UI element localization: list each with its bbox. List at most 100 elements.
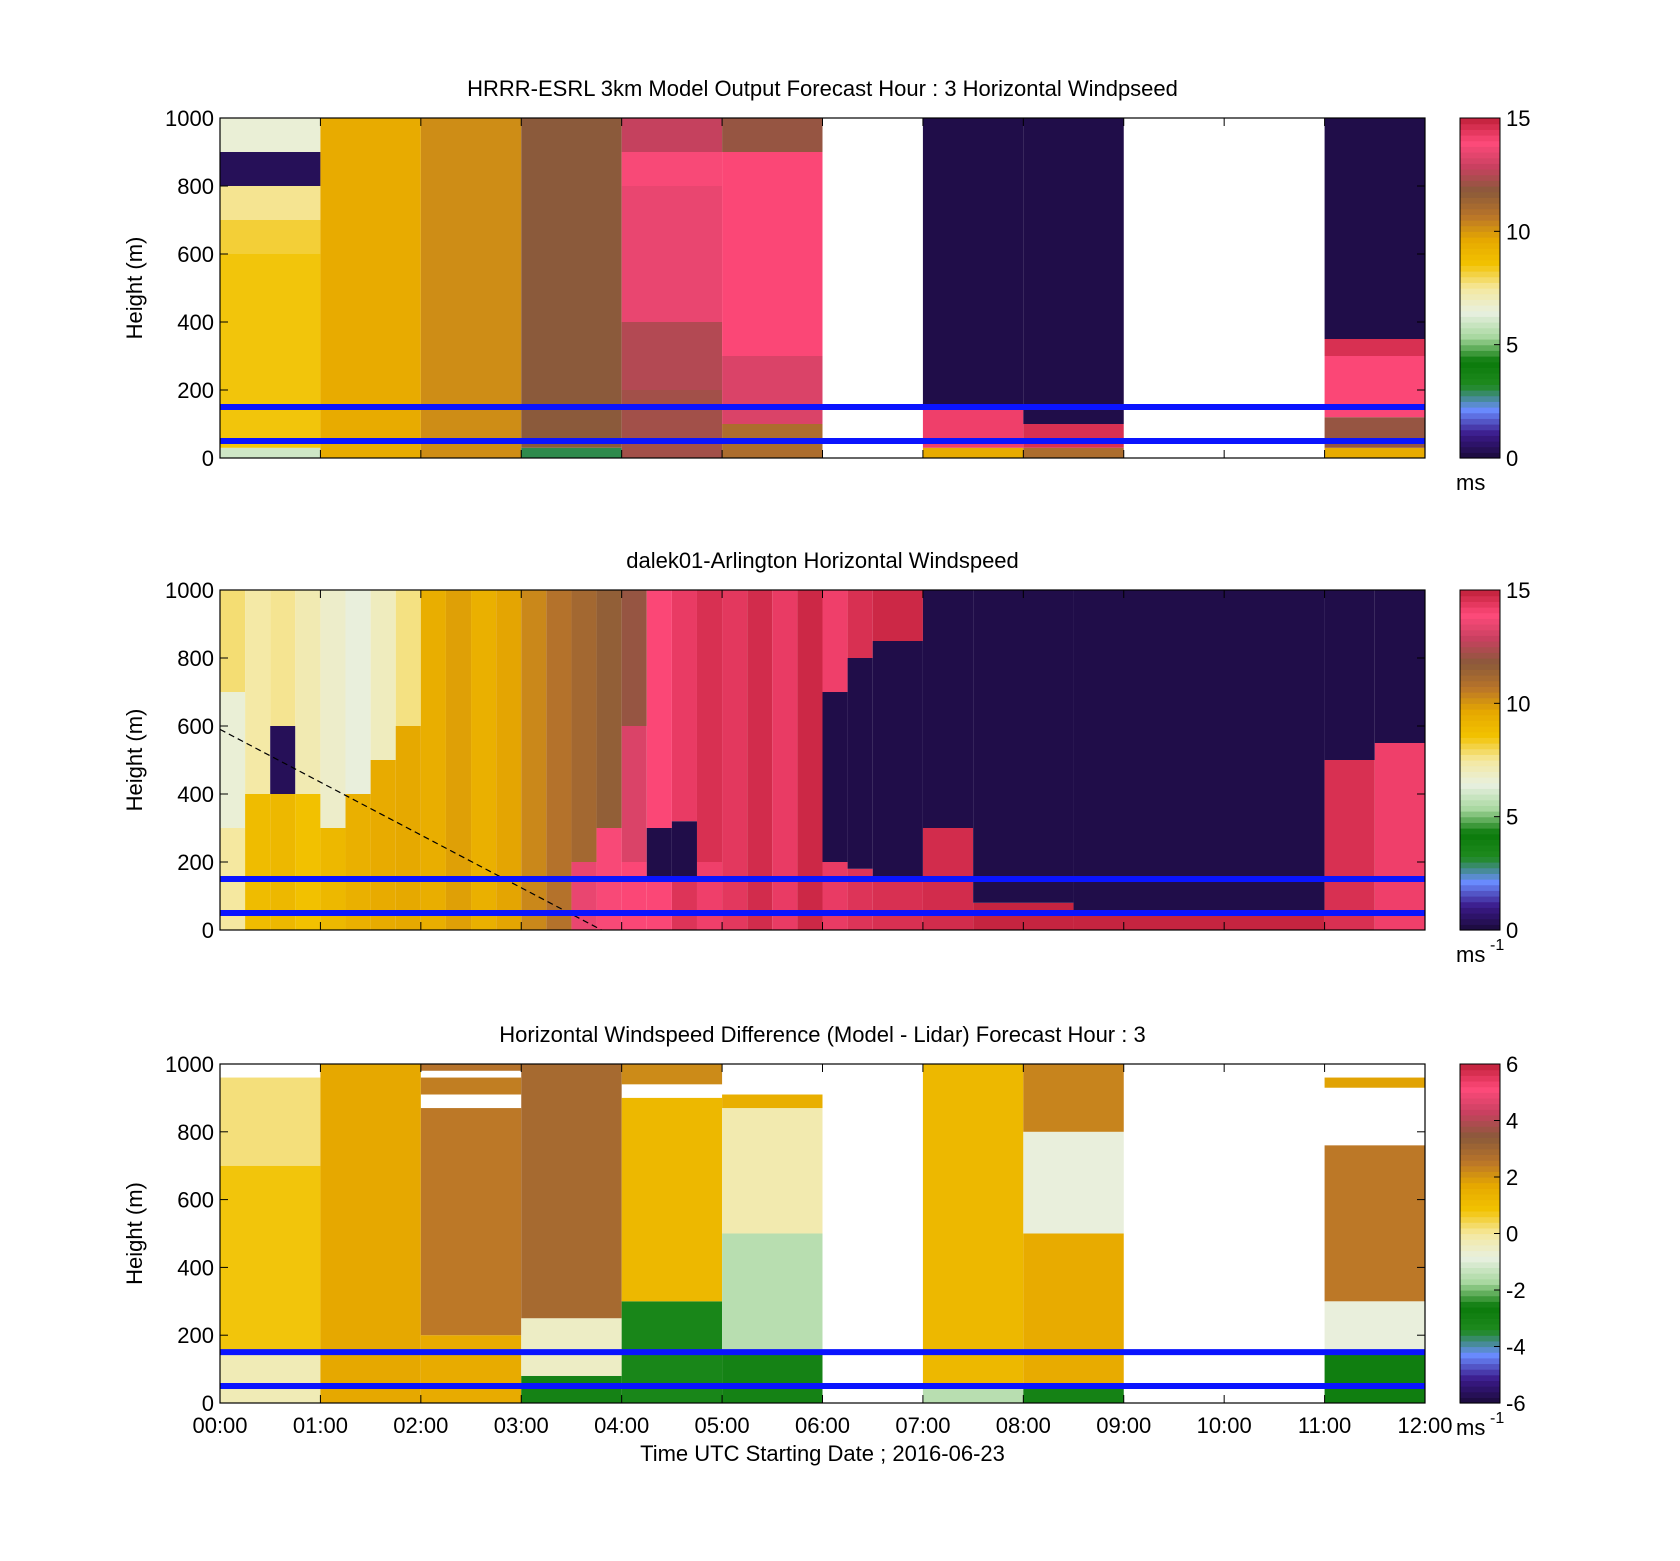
colorbar-swatch [1460,748,1500,755]
colorbar-swatch [1460,913,1500,920]
colorbar-swatch [1460,765,1500,772]
colorbar-swatch [1460,1205,1500,1212]
heatmap-cell [1374,590,1425,743]
colorbar-swatch [1460,140,1500,147]
colorbar-swatch [1460,924,1500,931]
colorbar-tick-label: -4 [1506,1335,1526,1360]
heatmap-cell [420,1108,522,1336]
colorbar-swatch [1460,1335,1500,1342]
heatmap-cell [220,590,246,692]
colorbar-swatch [1460,816,1500,823]
colorbar-swatch [1460,595,1500,602]
colorbar-swatch [1460,1188,1500,1195]
colorbar-swatch [1460,316,1500,323]
panel-title: HRRR-ESRL 3km Model Output Forecast Hour… [467,76,1178,101]
colorbar-swatch [1460,412,1500,419]
heatmap-cell [220,692,246,828]
colorbar-swatch [1460,726,1500,733]
y-axis-label: Height (m) [122,709,147,812]
colorbar-swatch [1460,884,1500,891]
x-tick-label: 04:00 [594,1413,649,1438]
heatmap-cell [822,862,848,930]
heatmap-cell [872,641,923,879]
x-tick-label: 10:00 [1197,1413,1252,1438]
panel-title: Horizontal Windspeed Difference (Model -… [499,1022,1145,1047]
heatmap-cell [471,590,497,930]
colorbar-swatch [1460,237,1500,244]
colorbar-swatch [1460,288,1500,295]
heatmap-cell [621,186,723,322]
colorbar-swatch [1460,1386,1500,1393]
colorbar-swatch [1460,867,1500,874]
x-tick-label: 01:00 [293,1413,348,1438]
colorbar-swatch [1460,1250,1500,1257]
colorbar-swatch [1460,1154,1500,1161]
colorbar-swatch [1460,799,1500,806]
colorbar-swatch [1460,1295,1500,1302]
colorbar-swatch [1460,714,1500,721]
colorbar-swatch [1460,1126,1500,1133]
heatmap-cell [621,726,647,862]
colorbar-swatch [1460,1064,1500,1071]
heatmap-cell [571,590,597,862]
heatmap-cell [245,590,271,794]
heatmap-cell [1324,1352,1425,1403]
heatmap-cell [270,794,296,930]
colorbar-swatch [1460,1340,1500,1348]
colorbar-swatch [1460,646,1500,653]
heatmap-cell [320,118,421,458]
colorbar-tick-label: 15 [1506,578,1530,603]
colorbar-swatch [1460,907,1500,914]
heatmap-cell [747,590,773,930]
colorbar-swatch [1460,1352,1500,1359]
heatmap-cell [847,658,873,869]
colorbar-swatch [1460,658,1500,665]
colorbar-swatch [1460,186,1500,193]
colorbar-tick-label: 10 [1506,691,1530,716]
heatmap-cell [345,794,371,930]
heatmap-cell [220,1165,321,1353]
heatmap-cell [646,828,672,879]
colorbar-swatch [1460,686,1500,693]
y-tick-label: 200 [177,1323,214,1348]
colorbar-tick-label: 10 [1506,219,1530,244]
heatmap-cell [1324,760,1375,930]
heatmap-cell [621,862,647,930]
heatmap-cell [1324,1145,1425,1302]
colorbar-swatch [1460,890,1500,897]
colorbar-swatch [1460,401,1500,408]
colorbar-swatch [1460,590,1500,597]
colorbar-swatch [1460,709,1500,716]
colorbar-swatch [1460,833,1500,840]
y-tick-label: 1000 [165,106,214,131]
heatmap-cell [420,1064,522,1071]
colorbar-swatch [1460,1075,1500,1082]
heatmap-cell [220,118,321,152]
colorbar-swatch [1460,1227,1500,1235]
heatmap-cell [621,590,647,726]
heatmap-cell [797,590,823,930]
heatmap-cell [420,1335,522,1403]
y-tick-label: 0 [202,1391,214,1416]
colorbar-swatch [1460,1137,1500,1144]
colorbar-swatch [1460,1114,1500,1122]
colorbar-swatch [1460,1306,1500,1314]
colorbar-swatch [1460,242,1500,249]
colorbar-swatch [1460,788,1500,795]
colorbar-swatch [1460,692,1500,699]
heatmap-cell [1374,743,1425,930]
y-axis-label: Height (m) [122,237,147,340]
heatmap-cell [1023,1131,1124,1234]
colorbar-swatch [1460,327,1500,334]
heatmap-cell [1073,590,1325,913]
colorbar-swatch [1460,180,1500,187]
heatmap-cell [621,1064,723,1085]
colorbar-swatch [1460,310,1500,317]
y-tick-label: 600 [177,714,214,739]
heatmap-cell [922,447,1024,458]
heatmap-cell [696,590,723,862]
heatmap-cell [295,794,321,930]
colorbar-swatch [1460,1233,1500,1240]
colorbar-swatch [1460,339,1500,346]
